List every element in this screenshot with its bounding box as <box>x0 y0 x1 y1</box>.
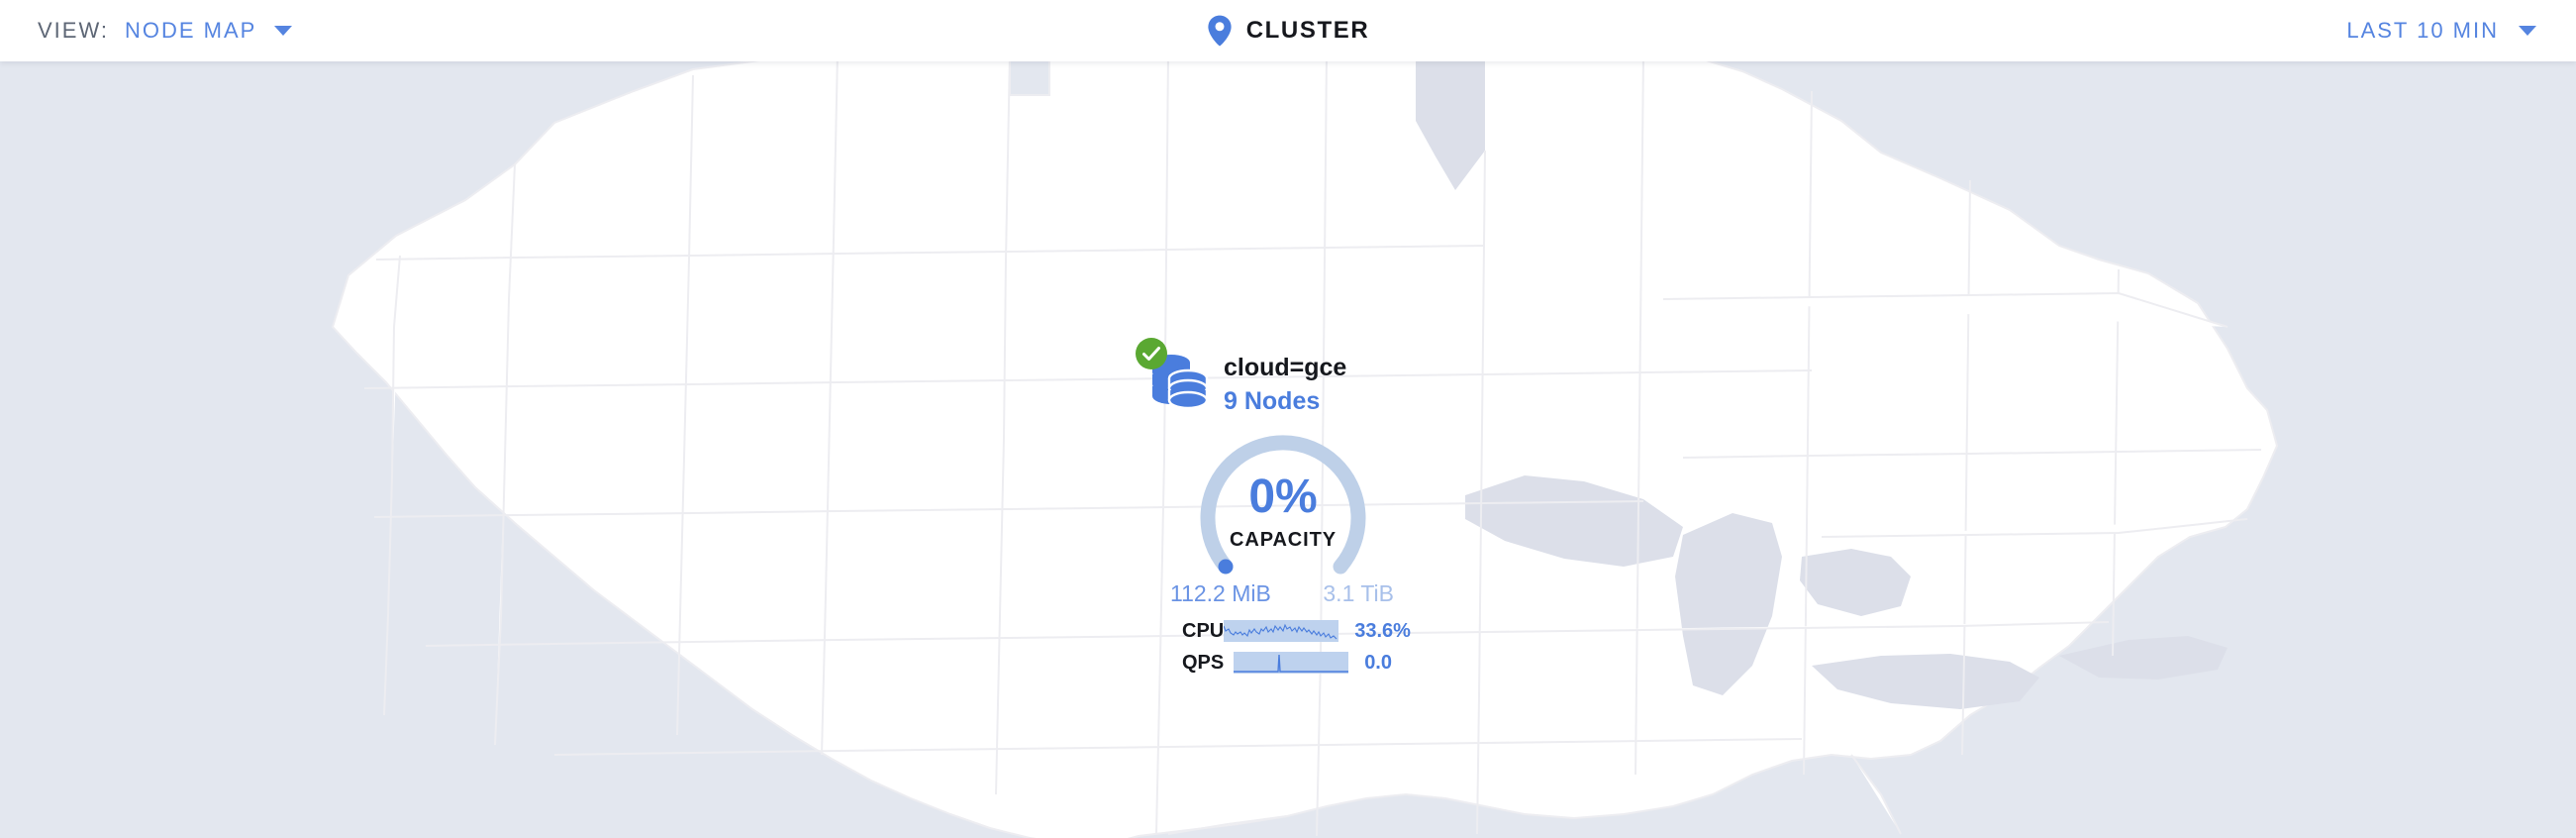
gauge-center-labels: 0% CAPACITY <box>1174 430 1392 578</box>
node-locality-marker[interactable]: cloud=gce 9 Nodes <box>1136 338 1346 417</box>
time-range-value: LAST 10 MIN <box>2346 18 2499 43</box>
map-canvas[interactable]: .land { fill:#ffffff; stroke:#ededf1; st… <box>0 61 2576 838</box>
capacity-used: 112.2 MiB <box>1170 580 1271 606</box>
cpu-sparkline <box>1224 620 1339 642</box>
metric-label-cpu: CPU <box>1182 619 1225 642</box>
metric-value-cpu: 33.6% <box>1354 619 1411 642</box>
metric-row-qps[interactable]: QPS 0.0 <box>1182 649 1392 677</box>
capacity-percent: 0% <box>1248 470 1318 523</box>
node-count-label: 9 Nodes <box>1224 386 1321 415</box>
gauge-track <box>1200 435 1366 575</box>
time-range-dropdown[interactable]: LAST 10 MIN <box>2346 0 2536 61</box>
capacity-total: 3.1 TiB <box>1323 580 1394 606</box>
capacity-caption: CAPACITY <box>1230 528 1337 551</box>
metrics-list: CPU 33.6% QPS 0.0 <box>1182 617 1411 677</box>
metric-label-qps: QPS <box>1182 651 1225 674</box>
chevron-down-icon <box>2519 26 2536 36</box>
view-label: VIEW: <box>38 18 109 43</box>
view-selector-group: VIEW: NODE MAP <box>38 0 293 61</box>
capacity-gauge: 0% CAPACITY <box>1174 430 1392 578</box>
chevron-down-icon <box>274 26 293 36</box>
page-title: CLUSTER <box>1245 17 1370 44</box>
node-label-group: cloud=gce 9 Nodes <box>1224 347 1346 417</box>
metric-value-qps: 0.0 <box>1364 651 1392 674</box>
page-title-group: CLUSTER <box>0 0 2576 61</box>
node-marker-row: cloud=gce 9 Nodes <box>1136 338 1346 417</box>
top-header-bar: VIEW: NODE MAP CLUSTER LAST 10 MIN <box>0 0 2576 61</box>
database-stack-icon <box>1136 338 1210 414</box>
view-mode-dropdown[interactable]: NODE MAP <box>124 18 293 44</box>
qps-sparkline <box>1234 652 1349 674</box>
metric-row-cpu[interactable]: CPU 33.6% <box>1182 617 1411 645</box>
capacity-usage-row: 112.2 MiB 3.1 TiB <box>1170 580 1396 607</box>
node-locality-label: cloud=gce <box>1224 354 1347 381</box>
check-circle-icon <box>1135 337 1168 370</box>
map-pin-icon <box>1207 15 1233 47</box>
capacity-gauge-block[interactable]: 0% CAPACITY 112.2 MiB 3.1 TiB CPU 3 <box>1170 430 1411 681</box>
view-mode-value: NODE MAP <box>124 18 257 43</box>
